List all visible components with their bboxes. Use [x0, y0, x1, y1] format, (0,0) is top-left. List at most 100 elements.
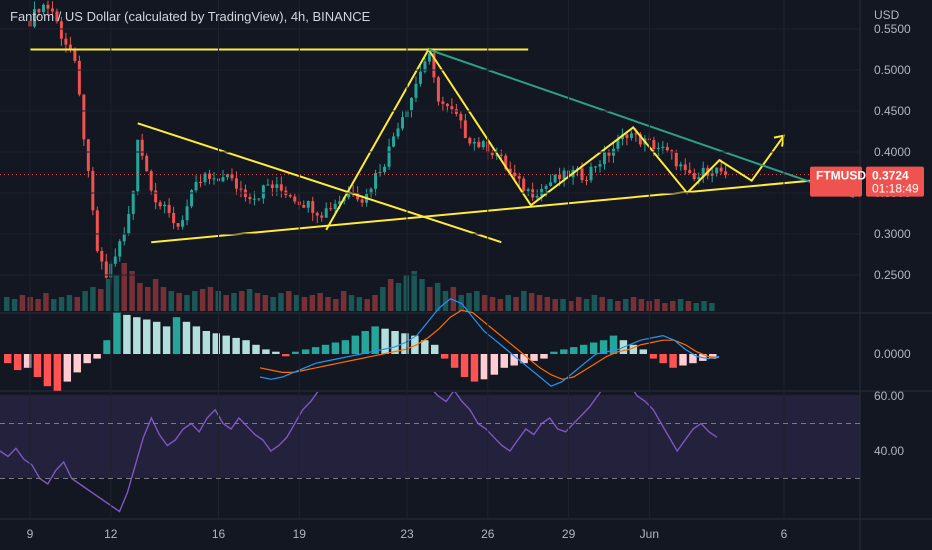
- chart-title: Fantom / US Dollar (calculated by Tradin…: [10, 9, 371, 24]
- time-tick-label: 9: [27, 527, 34, 541]
- candle-body: [526, 189, 530, 191]
- candle-body: [194, 182, 198, 191]
- macd-histogram-bar: [182, 321, 191, 354]
- macd-histogram-bar: [649, 354, 657, 359]
- volume-bar: [497, 299, 504, 311]
- volume-bar: [121, 263, 128, 311]
- candle-body: [131, 191, 135, 214]
- volume-bar: [113, 275, 120, 311]
- macd-histogram-bar: [411, 335, 419, 354]
- axes: 0.25000.30000.35000.40000.45000.50000.55…: [0, 0, 911, 541]
- volume-bar: [254, 293, 261, 311]
- rsi-tick-label: 60.00: [874, 389, 904, 403]
- candle-body: [499, 154, 503, 156]
- macd-histogram-bar: [83, 354, 91, 364]
- candle-body: [181, 220, 185, 227]
- volume-bar: [35, 299, 41, 311]
- macd-histogram-bar: [321, 344, 330, 354]
- macd-histogram-bar: [520, 354, 528, 364]
- candle-body: [477, 141, 481, 148]
- candle-body: [585, 180, 589, 182]
- candle-body: [122, 233, 126, 242]
- volume-bar: [372, 295, 378, 311]
- volume-bar: [560, 299, 566, 311]
- candle-body: [50, 8, 54, 12]
- macd-histogram-bar: [13, 354, 22, 371]
- candle-body: [504, 155, 508, 169]
- volume-bar: [129, 271, 135, 311]
- candle-body: [59, 21, 63, 39]
- macd-histogram-bar: [629, 344, 638, 354]
- candle-body: [41, 4, 45, 13]
- candle-body: [190, 190, 194, 207]
- candle-body: [629, 133, 633, 139]
- volume-bar: [286, 291, 292, 311]
- candle-body: [199, 182, 203, 184]
- candle-body: [320, 215, 324, 218]
- candle-body: [513, 172, 517, 177]
- volume-bar: [466, 293, 472, 311]
- candle-body: [82, 94, 86, 140]
- candle-body: [185, 206, 189, 221]
- volume-bar: [262, 295, 269, 311]
- macd-histogram-bar: [162, 326, 171, 354]
- macd-histogram-bar: [252, 344, 260, 354]
- candle-body: [414, 83, 418, 98]
- candle-body: [553, 174, 557, 183]
- price-tag: FTMUSD 0.3724 01:18:49: [810, 166, 924, 197]
- macd-histogram-bar: [560, 349, 568, 354]
- volume-bar: [239, 291, 245, 311]
- candle-body: [580, 168, 584, 181]
- macd-histogram-bar: [361, 331, 369, 354]
- projection-zigzag: [325, 47, 785, 231]
- volume-bar: [105, 279, 112, 311]
- candle-body: [401, 117, 405, 129]
- candle-body: [154, 190, 158, 203]
- macd-histogram-bar: [540, 354, 548, 359]
- volume-bar: [442, 291, 449, 311]
- macd-histogram-bar: [4, 354, 12, 364]
- time-tick-label: 16: [212, 527, 226, 541]
- time-tick-label: 19: [293, 527, 307, 541]
- candle-body: [64, 38, 68, 45]
- candle-body: [279, 184, 283, 191]
- macd-histogram-bar: [262, 349, 270, 354]
- candle-body: [463, 120, 467, 138]
- candle-body: [409, 97, 413, 111]
- macd-pane: [4, 298, 720, 391]
- candle-body: [77, 60, 81, 95]
- macd-histogram-bar: [639, 349, 648, 354]
- volume-bar: [481, 295, 488, 311]
- macd-histogram-bar: [202, 331, 211, 354]
- macd-histogram-bar: [371, 326, 379, 354]
- macd-histogram-bar: [301, 349, 310, 354]
- candle-body: [441, 101, 445, 104]
- volume-bar: [489, 297, 496, 311]
- time-tick-label: Jun: [640, 527, 659, 541]
- volume-bar: [293, 295, 300, 311]
- candle-body: [208, 173, 212, 179]
- candle-body: [221, 177, 225, 182]
- volume-bar: [207, 287, 214, 311]
- candle-body: [261, 185, 265, 199]
- volume-bar: [419, 279, 425, 311]
- candle-body: [602, 152, 606, 165]
- macd-histogram-bar: [599, 340, 608, 354]
- time-tick-label: 6: [781, 527, 788, 541]
- macd-histogram-bar: [669, 354, 677, 368]
- candle-body: [638, 134, 642, 145]
- macd-histogram-bar: [421, 340, 429, 354]
- candle-body: [634, 133, 638, 135]
- price-tick-label: 0.4500: [874, 104, 911, 118]
- volume-bars: [4, 263, 715, 311]
- candle-body: [674, 152, 678, 167]
- candle-body: [683, 164, 687, 171]
- volume-bar: [536, 295, 543, 311]
- volume-bar: [607, 299, 613, 311]
- volume-bar: [528, 293, 535, 311]
- macd-histogram-bar: [212, 333, 220, 354]
- currency-label: USD: [874, 8, 900, 22]
- macd-histogram-bar: [431, 344, 439, 354]
- macd-histogram-bar: [460, 354, 469, 377]
